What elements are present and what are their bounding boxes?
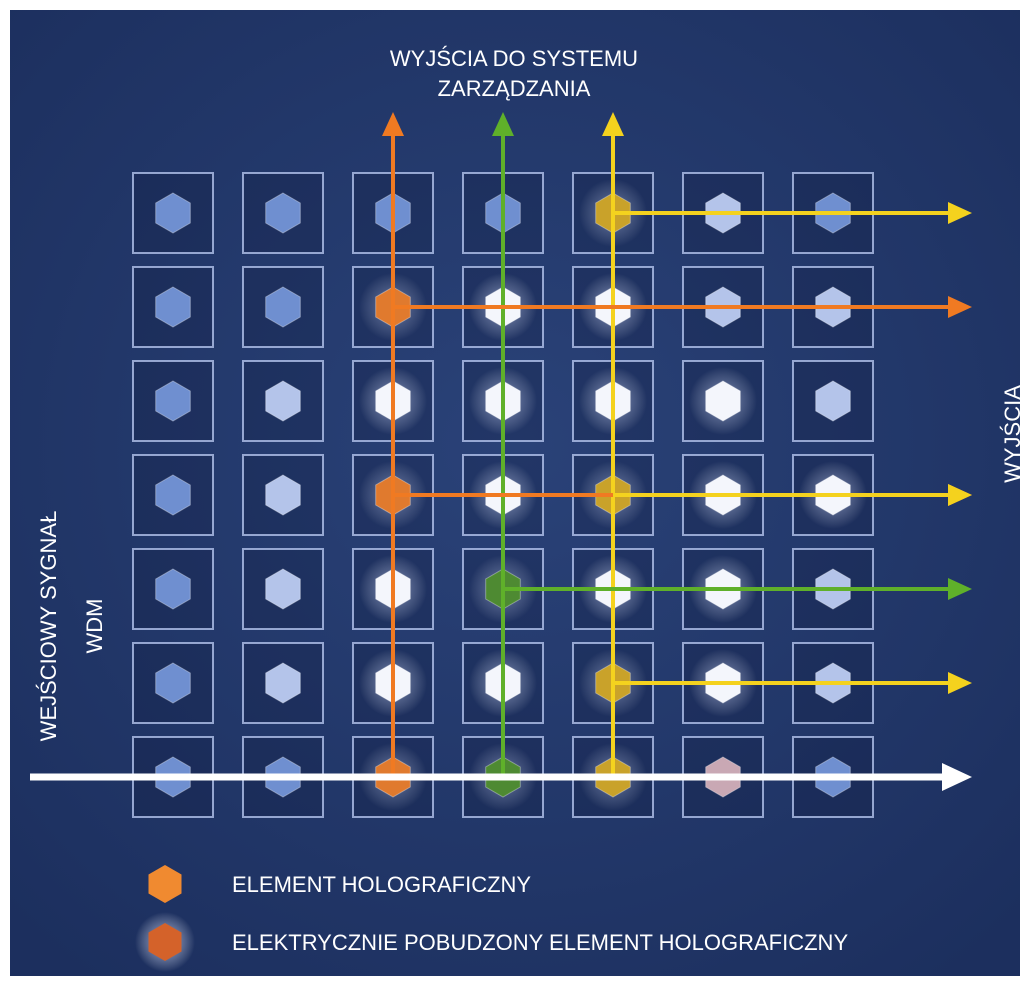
vertical-beam-arrow — [492, 112, 514, 777]
legend-item-element: ELEMENT HOLOGRAFICZNY — [148, 865, 531, 903]
input-beam — [30, 763, 972, 791]
legend-swatch-icon — [148, 865, 182, 903]
hologram-element — [155, 662, 191, 704]
grid-cell — [242, 548, 324, 630]
hologram-element — [155, 380, 191, 422]
left-label-line1: WEJŚCIOWY SYGNAŁ — [36, 511, 61, 742]
hologram-element — [155, 568, 191, 610]
grid-cell — [242, 642, 324, 724]
horizontal-beam-arrow — [613, 672, 972, 694]
right-label: WYJŚCIA — [1000, 385, 1025, 483]
grid-cell — [682, 360, 764, 442]
hologram-element — [265, 192, 301, 234]
vertical-beams — [382, 112, 624, 777]
grid-cell — [132, 642, 214, 724]
vertical-beam-arrow — [382, 112, 404, 777]
legend-swatch-icon — [148, 923, 182, 961]
grid-cell — [242, 454, 324, 536]
horizontal-beam-arrow — [503, 578, 972, 600]
horizontal-beams — [393, 202, 972, 694]
horizontal-beam-arrow — [613, 202, 972, 224]
vertical-beam-arrow — [602, 112, 624, 777]
legend-label: ELEMENT HOLOGRAFICZNY — [232, 872, 531, 897]
grid-cell — [132, 360, 214, 442]
grid-cell — [792, 360, 874, 442]
legend: ELEMENT HOLOGRAFICZNY ELEKTRYCZNIE POBUDZ… — [135, 865, 848, 972]
hologram-element — [705, 380, 741, 422]
horizontal-beam-arrow — [613, 484, 972, 506]
horizontal-beam-arrow — [393, 296, 972, 318]
top-label-line2: ZARZĄDZANIA — [438, 76, 591, 101]
grid-cell — [132, 172, 214, 254]
hologram-element — [815, 380, 851, 422]
grid-cell — [132, 266, 214, 348]
hologram-element — [265, 380, 301, 422]
grid-cell — [242, 172, 324, 254]
hologram-element — [265, 662, 301, 704]
hologram-element — [155, 474, 191, 516]
input-beam-arrow — [30, 763, 972, 791]
grid-cell — [242, 360, 324, 442]
hologram-element — [265, 474, 301, 516]
hologram-element — [155, 286, 191, 328]
top-label-line1: WYJŚCIA DO SYSTEMU — [390, 46, 638, 71]
grid-cell — [462, 642, 544, 724]
legend-label: ELEKTRYCZNIE POBUDZONY ELEMENT HOLOGRAFI… — [232, 930, 848, 955]
grid-cell — [132, 548, 214, 630]
grid-cell — [242, 266, 324, 348]
grid-cell — [132, 454, 214, 536]
hologram-element — [265, 286, 301, 328]
hologram-element — [155, 192, 191, 234]
legend-item-excited: ELEKTRYCZNIE POBUDZONY ELEMENT HOLOGRAFI… — [135, 912, 848, 972]
left-label-line2: WDM — [82, 599, 107, 654]
hologram-element — [265, 568, 301, 610]
